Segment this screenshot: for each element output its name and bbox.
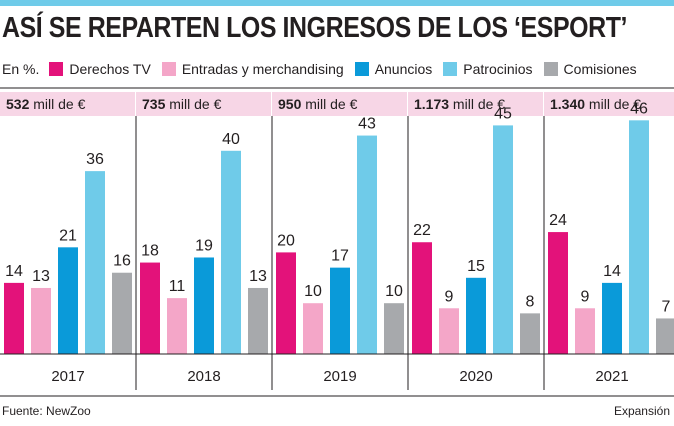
bar-comisiones-2017 xyxy=(112,272,132,354)
total-value-2021: 1.340 xyxy=(550,96,585,112)
legend-swatch-anuncios xyxy=(354,62,369,76)
legend-item-patrocinios: Patrocinios xyxy=(443,61,533,77)
bar-comisiones-2019 xyxy=(384,303,404,354)
unit-label: En %. xyxy=(2,61,40,77)
legend-swatch-derechos-tv xyxy=(49,62,64,76)
year-label-2020: 2020 xyxy=(459,368,492,385)
value-label-entradas-y-merchandising-2018: 11 xyxy=(169,278,186,295)
bar-anuncios-2020 xyxy=(466,277,486,354)
value-label-comisiones-2017: 16 xyxy=(113,253,131,270)
total-band-2021 xyxy=(544,92,674,116)
legend-label-anuncios: Anuncios xyxy=(374,61,433,77)
value-label-derechos-tv-2020: 22 xyxy=(413,222,431,239)
value-label-derechos-tv-2021: 24 xyxy=(549,212,567,229)
bar-comisiones-2018 xyxy=(248,287,268,354)
value-label-anuncios-2021: 14 xyxy=(603,263,621,280)
bar-derechos-tv-2019 xyxy=(276,252,296,354)
total-value-2018: 735 xyxy=(142,96,166,112)
bar-derechos-tv-2018 xyxy=(140,262,160,354)
total-unit-2020: mill de € xyxy=(449,96,505,112)
top-accent-bar xyxy=(0,0,674,6)
legend-item-entradas: Entradas y merchandising xyxy=(161,61,344,77)
value-label-entradas-y-merchandising-2019: 10 xyxy=(304,283,322,300)
total-label-2017: 532 mill de € xyxy=(6,96,86,112)
bar-entradas-y-merchandising-2020 xyxy=(439,308,459,354)
legend-label-entradas: Entradas y merchandising xyxy=(181,61,344,77)
year-label-2018: 2018 xyxy=(187,368,220,385)
value-label-derechos-tv-2017: 14 xyxy=(5,263,23,280)
value-label-entradas-y-merchandising-2020: 9 xyxy=(445,288,454,305)
value-label-derechos-tv-2018: 18 xyxy=(141,243,159,260)
value-label-comisiones-2019: 10 xyxy=(385,283,403,300)
bar-patrocinios-2017 xyxy=(85,171,105,354)
bar-patrocinios-2021 xyxy=(629,120,649,354)
bar-anuncios-2017 xyxy=(58,247,78,354)
total-value-2020: 1.173 xyxy=(414,96,449,112)
legend-swatch-entradas xyxy=(161,62,176,76)
value-label-patrocinios-2018: 40 xyxy=(222,131,240,148)
bar-anuncios-2021 xyxy=(602,282,622,354)
value-label-anuncios-2019: 17 xyxy=(331,248,349,265)
legend-item-anuncios: Anuncios xyxy=(354,61,433,77)
legend-swatch-patrocinios xyxy=(443,62,458,76)
total-value-2017: 532 xyxy=(6,96,30,112)
value-label-anuncios-2020: 15 xyxy=(467,258,485,275)
value-label-patrocinios-2019: 43 xyxy=(358,116,376,133)
total-band-2020 xyxy=(408,92,543,116)
bar-anuncios-2018 xyxy=(194,257,214,354)
total-band-2017 xyxy=(0,92,135,116)
total-band-2019 xyxy=(272,92,407,116)
legend-item-comisiones: Comisiones xyxy=(543,61,637,77)
total-unit-2019: mill de € xyxy=(301,96,357,112)
legend-swatch-comisiones xyxy=(543,62,558,76)
bar-anuncios-2019 xyxy=(330,267,350,354)
bar-patrocinios-2019 xyxy=(357,135,377,354)
legend: En %. Derechos TV Entradas y merchandisi… xyxy=(2,60,648,78)
bar-derechos-tv-2017 xyxy=(4,282,24,354)
total-value-2019: 950 xyxy=(278,96,302,112)
total-band-2018 xyxy=(136,92,271,116)
value-label-entradas-y-merchandising-2021: 9 xyxy=(581,288,590,305)
bar-patrocinios-2020 xyxy=(493,125,513,355)
chart-title: ASÍ SE REPARTEN LOS INGRESOS DE LOS ‘ESP… xyxy=(2,12,628,44)
value-label-patrocinios-2021: 46 xyxy=(630,100,648,117)
total-label-2018: 735 mill de € xyxy=(142,96,222,112)
legend-label-derechos-tv: Derechos TV xyxy=(69,61,151,77)
value-label-comisiones-2020: 8 xyxy=(526,293,535,310)
bar-derechos-tv-2021 xyxy=(548,232,568,354)
value-label-patrocinios-2017: 36 xyxy=(86,151,104,168)
legend-label-comisiones: Comisiones xyxy=(563,61,637,77)
bar-entradas-y-merchandising-2017 xyxy=(31,287,51,354)
value-label-anuncios-2018: 19 xyxy=(195,237,213,254)
bar-patrocinios-2018 xyxy=(221,150,241,354)
value-label-comisiones-2018: 13 xyxy=(249,268,267,285)
total-unit-2018: mill de € xyxy=(165,96,221,112)
source-note: Fuente: NewZoo xyxy=(2,404,91,418)
year-label-2019: 2019 xyxy=(323,368,356,385)
total-label-2019: 950 mill de € xyxy=(278,96,358,112)
bar-entradas-y-merchandising-2018 xyxy=(167,298,187,354)
total-unit-2017: mill de € xyxy=(29,96,85,112)
year-label-2017: 2017 xyxy=(51,368,84,385)
bar-entradas-y-merchandising-2019 xyxy=(303,303,323,354)
total-label-2020: 1.173 mill de € xyxy=(414,96,505,112)
publisher-brand: Expansión xyxy=(613,404,670,418)
bar-comisiones-2020 xyxy=(520,313,540,354)
value-label-derechos-tv-2019: 20 xyxy=(277,232,295,249)
value-label-patrocinios-2020: 45 xyxy=(494,105,512,122)
value-label-entradas-y-merchandising-2017: 13 xyxy=(32,268,50,285)
total-label-2021: 1.340 mill de € xyxy=(550,96,641,112)
bar-derechos-tv-2020 xyxy=(412,242,432,354)
bar-entradas-y-merchandising-2021 xyxy=(575,308,595,354)
legend-label-patrocinios: Patrocinios xyxy=(463,61,533,77)
total-unit-2021: mill de € xyxy=(585,96,641,112)
bar-comisiones-2021 xyxy=(656,318,674,354)
value-label-comisiones-2021: 7 xyxy=(662,298,671,315)
legend-item-derechos-tv: Derechos TV xyxy=(49,61,151,77)
year-label-2021: 2021 xyxy=(595,368,628,385)
value-label-anuncios-2017: 21 xyxy=(59,227,77,244)
